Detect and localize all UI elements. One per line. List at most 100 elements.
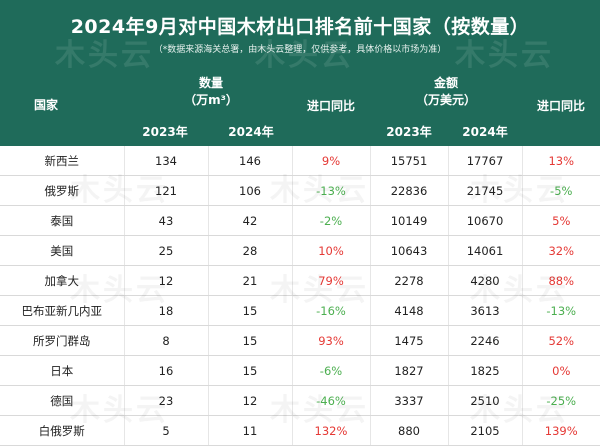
cell-qty-2024: 15 (208, 355, 293, 386)
cell-qty-2024: 28 (208, 235, 293, 266)
cell-country: 所罗门群岛 (0, 325, 125, 356)
cell-amt-2023: 4148 (370, 295, 449, 326)
watermark: 木头云 (55, 38, 154, 73)
cell-amt-change: 52% (522, 325, 600, 356)
cell-amt-2023: 22836 (370, 175, 449, 206)
cell-amt-2023: 10643 (370, 235, 449, 266)
cell-amt-2024: 10670 (448, 205, 523, 236)
cell-qty-change: -6% (292, 355, 371, 386)
header-country: 国家 (33, 98, 58, 112)
cell-qty-2024: 11 (208, 415, 293, 446)
header-amt-2023: 2023年 (386, 125, 432, 139)
cell-qty-2023: 23 (124, 385, 209, 416)
cell-qty-2024: 12 (208, 385, 293, 416)
page-title: 2024年9月对中国木材出口排名前十国家（按数量） (70, 16, 530, 38)
cell-amt-2023: 880 (370, 415, 449, 446)
header-amt-change: 进口同比 (536, 99, 585, 113)
cell-qty-2023: 25 (124, 235, 209, 266)
cell-amt-change: -5% (522, 175, 600, 206)
watermark: 木头云 (470, 265, 569, 309)
cell-qty-2023: 43 (124, 205, 209, 236)
cell-amt-2024: 17767 (448, 146, 523, 176)
cell-country: 白俄罗斯 (0, 415, 125, 446)
cell-country: 日本 (0, 355, 125, 386)
watermark: 木头云 (270, 165, 369, 209)
cell-qty-2023: 8 (124, 325, 209, 356)
cell-amt-change: 32% (522, 235, 600, 266)
cell-qty-2023: 18 (124, 295, 209, 326)
cell-amt-2024: 21745 (448, 175, 523, 206)
cell-amt-change: 0% (522, 355, 600, 386)
cell-qty-2024: 15 (208, 295, 293, 326)
cell-amt-change: -25% (522, 385, 600, 416)
cell-country: 新西兰 (0, 146, 125, 176)
table-row: 白俄罗斯 5 11 132% 880 2105 139% (0, 415, 600, 446)
cell-qty-change: 9% (292, 146, 371, 176)
header-qty-change: 进口同比 (306, 99, 355, 113)
cell-amt-2023: 3337 (370, 385, 449, 416)
cell-qty-2023: 5 (124, 415, 209, 446)
cell-qty-2024: 21 (208, 265, 293, 296)
cell-qty-change: -2% (292, 205, 371, 236)
cell-qty-2023: 16 (124, 355, 209, 386)
watermark: 木头云 (470, 385, 569, 429)
cell-country: 泰国 (0, 205, 125, 236)
cell-qty-2024: 15 (208, 325, 293, 356)
watermark: 木头云 (455, 38, 554, 73)
cell-amt-change: 88% (522, 265, 600, 296)
watermark: 木头云 (255, 38, 354, 73)
cell-country: 美国 (0, 235, 125, 266)
watermark: 木头云 (70, 165, 169, 209)
cell-amt-2023: 15751 (370, 146, 449, 176)
data-table: 新西兰 134 146 9% 15751 17767 13% 俄罗斯 121 106 -13% 228… (0, 146, 600, 446)
cell-amt-2023: 10149 (370, 205, 449, 236)
header-amount: 金额 (433, 76, 458, 90)
cell-amt-change: 13% (522, 146, 600, 176)
watermark: 木头云 (270, 385, 369, 429)
cell-country: 德国 (0, 385, 125, 416)
cell-amt-2024: 4280 (448, 265, 523, 296)
cell-amt-2024: 2105 (448, 415, 523, 446)
table-row: 加拿大 12 21 79% 2278 4280 88% (0, 265, 600, 296)
cell-amt-2024: 3613 (448, 295, 523, 326)
header-qty-2023: 2023年 (142, 125, 188, 139)
cell-amt-2023: 1827 (370, 355, 449, 386)
cell-amt-2023: 2278 (370, 265, 449, 296)
watermark: 木头云 (470, 165, 569, 209)
table-row: 所罗门群岛 8 15 93% 1475 2246 52% (0, 325, 600, 356)
cell-qty-change: 79% (292, 265, 371, 296)
header-amount-unit: （万美元） (415, 93, 476, 107)
cell-country: 俄罗斯 (0, 175, 125, 206)
page-subtitle: （*数据来源海关总署，由木头云整理，仅供参考，具体价格以市场为准） (153, 45, 447, 55)
table-body: 新西兰 134 146 9% 15751 17767 13% 俄罗斯 121 106 -13% 228… (0, 146, 600, 446)
cell-amt-2024: 2246 (448, 325, 523, 356)
table-row: 新西兰 134 146 9% 15751 17767 13% (0, 146, 600, 176)
cell-qty-change: 132% (292, 415, 371, 446)
cell-qty-2024: 42 (208, 205, 293, 236)
cell-qty-change: -46% (292, 385, 371, 416)
cell-qty-2024: 146 (208, 146, 293, 176)
cell-amt-2024: 1825 (448, 355, 523, 386)
table-row: 泰国 43 42 -2% 10149 10670 5% (0, 205, 600, 236)
cell-amt-change: 139% (522, 415, 600, 446)
table-row: 巴布亚新几内亚 18 15 -16% 4148 3613 -13% (0, 295, 600, 326)
cell-country: 加拿大 (0, 265, 125, 296)
cell-qty-2023: 134 (124, 146, 209, 176)
header-quantity: 数量 (198, 76, 223, 90)
watermark: 木头云 (70, 385, 169, 429)
cell-amt-2023: 1475 (370, 325, 449, 356)
cell-qty-change: 93% (292, 325, 371, 356)
cell-qty-change: -13% (292, 175, 371, 206)
header-amt-2024: 2024年 (462, 125, 508, 139)
header-qty-2024: 2024年 (228, 125, 274, 139)
cell-amt-change: -13% (522, 295, 600, 326)
table-row: 德国 23 12 -46% 3337 2510 -25% (0, 385, 600, 416)
cell-amt-2024: 2510 (448, 385, 523, 416)
table-row: 日本 16 15 -6% 1827 1825 0% (0, 355, 600, 386)
header-quantity-unit: （万m³） (184, 93, 238, 107)
cell-qty-change: -16% (292, 295, 371, 326)
table-header: 木头云 木头云 木头云 2024年9月对中国木材出口排名前十国家（按数量） （*… (0, 0, 600, 146)
cell-amt-2024: 14061 (448, 235, 523, 266)
table-row: 俄罗斯 121 106 -13% 22836 21745 -5% (0, 175, 600, 206)
